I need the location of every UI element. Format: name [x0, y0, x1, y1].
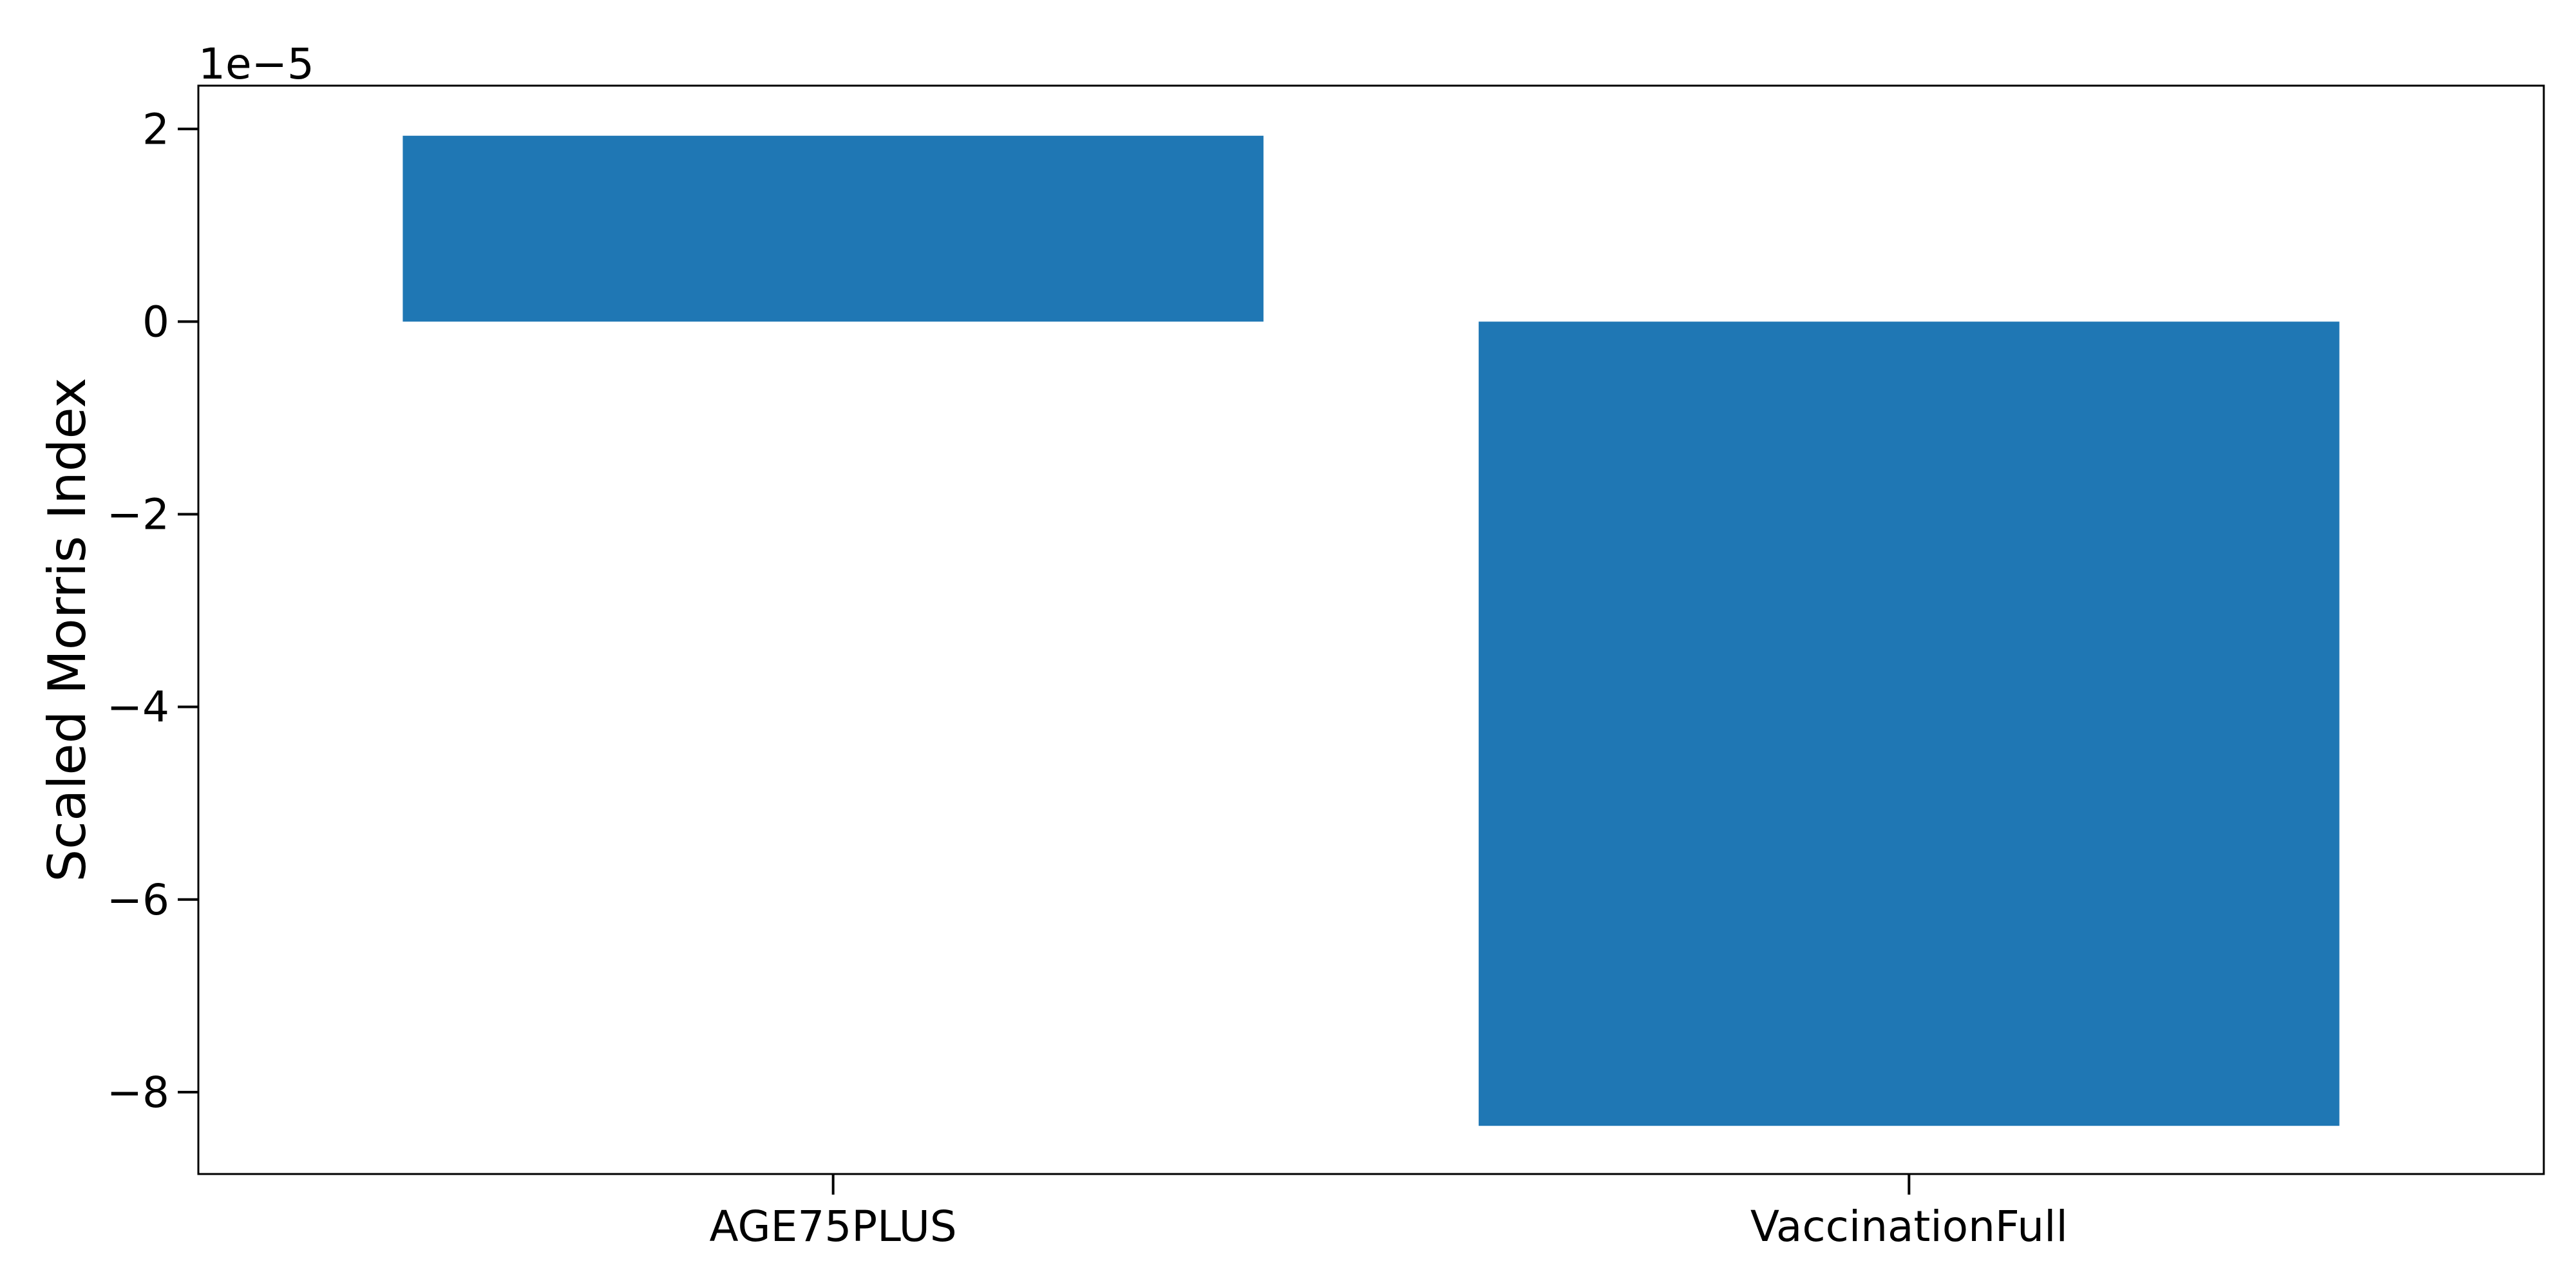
- y-axis-title: Scaled Morris Index: [37, 377, 97, 882]
- x-axis: AGE75PLUS VaccinationFull: [710, 1174, 2068, 1251]
- y-axis-offset-label: 1e−5: [198, 39, 314, 89]
- bar-vaccinationfull: [1479, 321, 2340, 1126]
- y-tick-label: −8: [107, 1068, 169, 1117]
- bars-layer: [402, 135, 2340, 1126]
- y-axis: 2 0 −2 −4 −6 −8: [107, 104, 198, 1117]
- y-tick-label: −4: [107, 683, 169, 732]
- bar-age75plus: [402, 135, 1264, 322]
- plot-frame: [197, 84, 2545, 1175]
- y-tick-label: −2: [107, 490, 169, 540]
- x-tick-label: VaccinationFull: [1750, 1202, 2068, 1251]
- y-tick-label: −6: [107, 875, 169, 925]
- y-tick-label: 0: [142, 297, 169, 346]
- y-tick-label: 2: [142, 104, 169, 154]
- x-tick-label: AGE75PLUS: [710, 1202, 957, 1251]
